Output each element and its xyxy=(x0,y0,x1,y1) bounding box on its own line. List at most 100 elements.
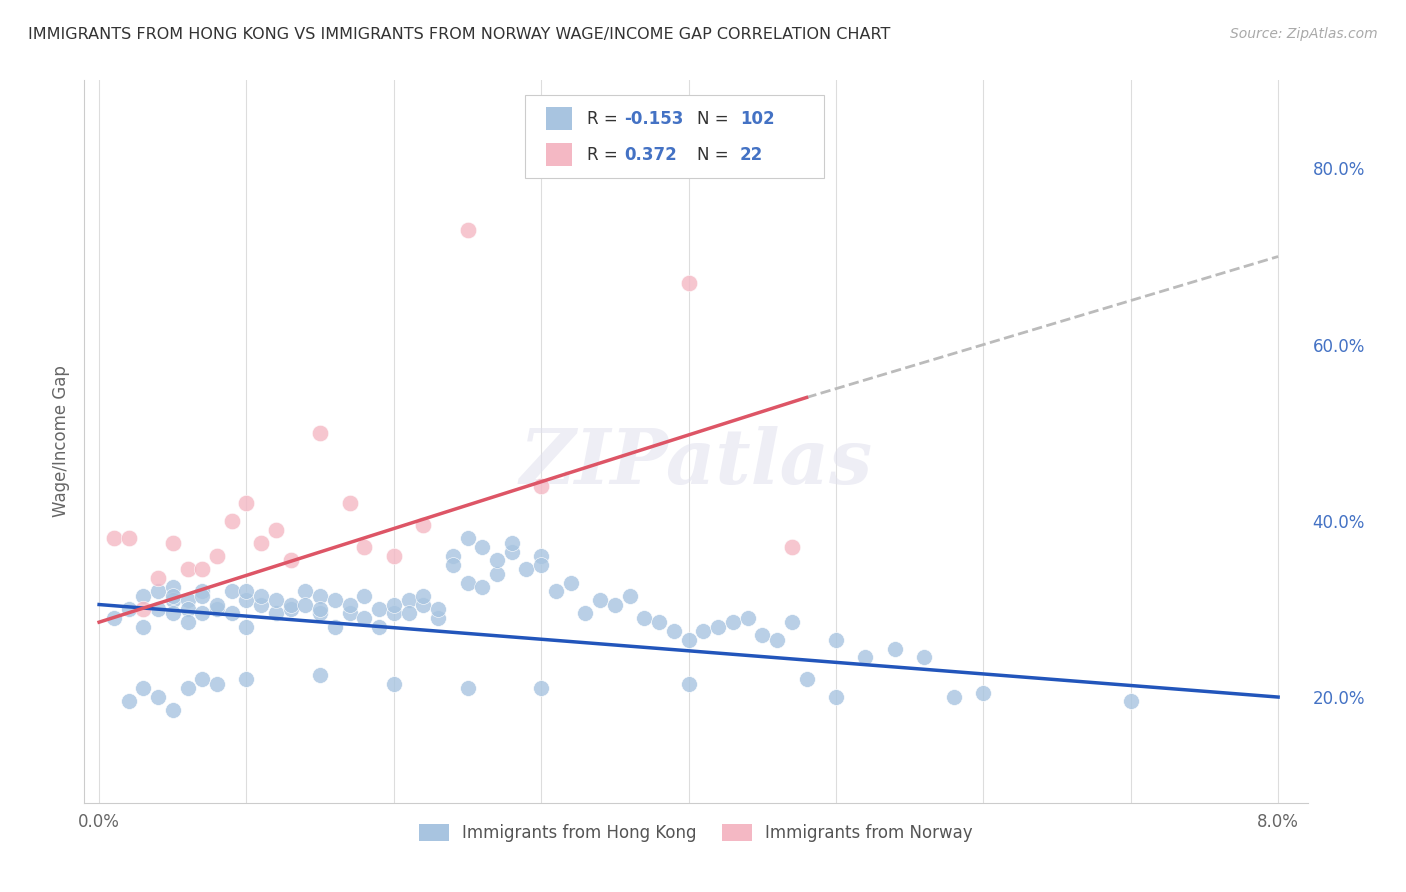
Point xyxy=(780,615,803,630)
Point xyxy=(264,523,287,537)
Point xyxy=(382,677,405,691)
Point xyxy=(264,593,287,607)
Point xyxy=(309,425,332,440)
Point xyxy=(264,607,287,621)
Point xyxy=(339,607,361,621)
Point xyxy=(633,611,655,625)
Point xyxy=(191,562,214,576)
Point xyxy=(471,541,494,555)
Point xyxy=(103,611,125,625)
Text: R =: R = xyxy=(588,110,623,128)
Point xyxy=(353,541,375,555)
Point xyxy=(485,566,508,581)
Point xyxy=(250,598,273,612)
Point xyxy=(678,677,700,691)
Point xyxy=(235,593,257,607)
Point xyxy=(221,607,243,621)
Point xyxy=(146,571,169,585)
Point xyxy=(368,619,391,633)
Point xyxy=(560,575,582,590)
Point xyxy=(751,628,773,642)
FancyBboxPatch shape xyxy=(524,95,824,178)
Point xyxy=(162,607,184,621)
Point xyxy=(382,549,405,563)
Point xyxy=(146,690,169,704)
Point xyxy=(855,650,877,665)
Y-axis label: Wage/Income Gap: Wage/Income Gap xyxy=(52,366,70,517)
Point xyxy=(678,632,700,647)
Point xyxy=(530,549,553,563)
Point xyxy=(191,673,214,687)
Point xyxy=(176,593,198,607)
Point xyxy=(737,611,759,625)
Point xyxy=(412,589,434,603)
Point xyxy=(427,602,450,616)
Point xyxy=(103,532,125,546)
Point xyxy=(162,589,184,603)
Point xyxy=(280,602,302,616)
Point xyxy=(457,575,479,590)
Point xyxy=(648,615,671,630)
Text: IMMIGRANTS FROM HONG KONG VS IMMIGRANTS FROM NORWAY WAGE/INCOME GAP CORRELATION : IMMIGRANTS FROM HONG KONG VS IMMIGRANTS … xyxy=(28,27,890,42)
Point xyxy=(457,681,479,696)
Point xyxy=(309,589,332,603)
Point xyxy=(235,673,257,687)
Point xyxy=(501,536,523,550)
Point xyxy=(530,558,553,572)
Point xyxy=(780,541,803,555)
Point xyxy=(441,558,464,572)
Point xyxy=(132,602,155,616)
Text: N =: N = xyxy=(697,145,728,164)
Point xyxy=(796,673,818,687)
Point xyxy=(162,703,184,717)
Point xyxy=(176,615,198,630)
Point xyxy=(323,593,346,607)
Point xyxy=(250,536,273,550)
Point xyxy=(530,478,553,492)
Point xyxy=(339,496,361,510)
Point xyxy=(825,690,848,704)
Point xyxy=(191,589,214,603)
Point xyxy=(339,598,361,612)
Point xyxy=(117,602,139,616)
Point xyxy=(368,602,391,616)
Point xyxy=(692,624,714,638)
Point xyxy=(205,598,228,612)
Point xyxy=(146,602,169,616)
Text: N =: N = xyxy=(697,110,728,128)
Text: ZIPatlas: ZIPatlas xyxy=(519,426,873,500)
Point xyxy=(382,607,405,621)
Point xyxy=(382,598,405,612)
Point xyxy=(162,580,184,594)
Point xyxy=(191,584,214,599)
Point xyxy=(471,580,494,594)
Point xyxy=(457,532,479,546)
Point xyxy=(117,532,139,546)
Point xyxy=(132,589,155,603)
Point xyxy=(221,514,243,528)
Point xyxy=(235,584,257,599)
Point xyxy=(235,496,257,510)
Point xyxy=(146,584,169,599)
Text: 22: 22 xyxy=(740,145,763,164)
Point xyxy=(530,681,553,696)
Point xyxy=(221,584,243,599)
Point xyxy=(427,611,450,625)
Point xyxy=(280,598,302,612)
Point xyxy=(544,584,567,599)
Point xyxy=(1119,694,1142,708)
Point xyxy=(309,602,332,616)
Point xyxy=(678,276,700,290)
Point xyxy=(294,584,316,599)
Point xyxy=(323,619,346,633)
Text: -0.153: -0.153 xyxy=(624,110,683,128)
Point xyxy=(176,681,198,696)
Point xyxy=(398,607,420,621)
Point xyxy=(176,602,198,616)
Point xyxy=(117,694,139,708)
Point xyxy=(162,593,184,607)
Point xyxy=(721,615,744,630)
Point xyxy=(309,668,332,682)
Point xyxy=(825,632,848,647)
Point xyxy=(280,553,302,567)
